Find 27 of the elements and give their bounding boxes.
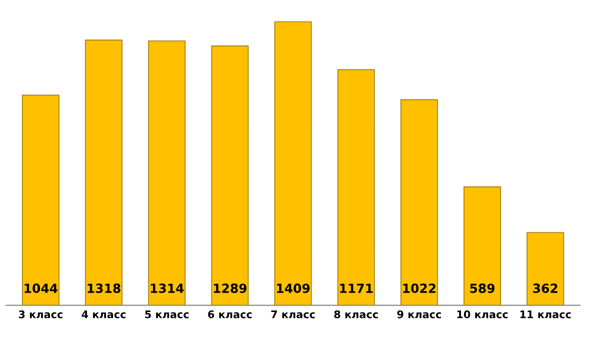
x-tick-label: 10 класс (457, 310, 508, 318)
data-label: 1314 (150, 284, 184, 294)
bar (400, 99, 438, 306)
bar (337, 69, 375, 306)
bar (526, 232, 564, 306)
bar (148, 40, 186, 306)
data-label: 1171 (340, 284, 373, 293)
bar (274, 21, 312, 306)
x-tick-label: 3 класс (18, 310, 62, 318)
data-label: 589 (470, 284, 495, 294)
x-tick-label: 6 класс (208, 310, 252, 318)
data-label: 1289 (214, 284, 247, 294)
data-label: 1409 (277, 284, 310, 294)
bar (464, 186, 501, 306)
data-label: 1318 (88, 284, 120, 294)
bar (211, 45, 249, 306)
x-tick-label: 11 класс (520, 310, 571, 318)
x-tick-label: 8 класс (334, 310, 378, 318)
x-tick-label: 4 класс (82, 310, 126, 318)
data-label: 1044 (24, 284, 58, 294)
x-tick-label: 9 класс (397, 310, 441, 318)
data-label: 1022 (403, 284, 436, 294)
x-tick-label: 5 класс (145, 310, 189, 318)
bar (85, 40, 122, 306)
x-tick-label: 7 класс (271, 310, 315, 318)
bar (22, 94, 60, 306)
data-label: 362 (533, 284, 558, 294)
